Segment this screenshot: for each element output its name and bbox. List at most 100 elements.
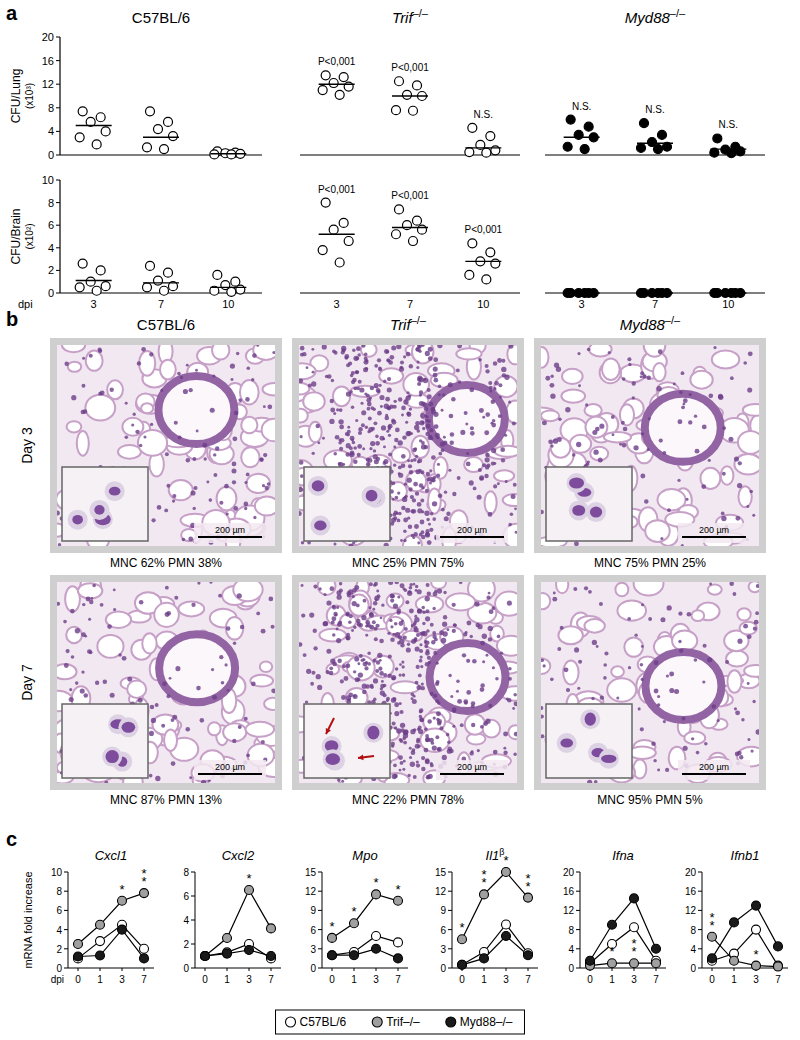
nucleus <box>100 603 104 607</box>
nucleus <box>375 669 379 673</box>
nucleus <box>336 408 339 411</box>
nucleus <box>469 751 473 755</box>
nucleus <box>577 352 580 355</box>
nucleus <box>246 753 250 757</box>
nucleus <box>429 482 432 485</box>
nucleus <box>556 367 561 372</box>
nucleus <box>421 683 424 686</box>
nucleus <box>419 533 423 537</box>
nucleus <box>225 663 228 666</box>
nucleus <box>246 367 250 371</box>
scale-bar-bg <box>194 760 266 780</box>
nucleus <box>174 421 178 425</box>
nucleus <box>457 345 462 348</box>
nucleus <box>75 681 79 685</box>
alveolus <box>262 383 275 395</box>
nucleus <box>354 585 359 590</box>
nucleus <box>317 441 320 444</box>
nucleus <box>81 670 84 673</box>
nucleus <box>486 595 490 599</box>
nucleus <box>414 628 419 633</box>
nucleus <box>431 455 436 460</box>
nucleus <box>368 458 373 463</box>
nucleus <box>191 603 195 607</box>
nucleus <box>391 419 395 423</box>
nucleus <box>466 621 471 626</box>
nucleus <box>407 591 412 596</box>
tissue-image <box>57 345 275 546</box>
nucleus <box>393 774 397 778</box>
nucleus <box>357 444 362 449</box>
nucleus <box>403 518 408 523</box>
nucleus <box>390 637 395 642</box>
nucleus <box>403 733 408 738</box>
data <box>318 198 501 284</box>
nucleus <box>313 629 317 633</box>
nucleus <box>405 600 409 604</box>
nucleus <box>375 598 378 601</box>
nucleus <box>549 383 554 388</box>
nucleus <box>90 597 93 600</box>
nucleus <box>435 735 439 739</box>
y-tick <box>56 293 60 294</box>
nucleus <box>425 738 429 742</box>
point <box>658 130 667 139</box>
alveolus <box>127 680 146 697</box>
nucleus <box>164 508 168 512</box>
cell-nucleus <box>72 515 83 524</box>
nucleus <box>358 427 363 432</box>
tissue-bg <box>541 345 759 546</box>
nucleus <box>507 601 512 606</box>
nucleus <box>470 431 475 436</box>
nucleus <box>350 436 355 441</box>
nucleus <box>82 384 86 388</box>
nucleus <box>387 632 390 635</box>
x-tick-label: 10 <box>722 298 734 310</box>
nucleus <box>466 462 471 467</box>
alveolus <box>361 345 377 357</box>
nucleus <box>374 364 378 368</box>
nucleus <box>433 412 438 417</box>
nucleus <box>237 593 242 598</box>
nucleus <box>89 600 93 604</box>
nucleus <box>138 698 143 703</box>
nucleus <box>397 611 401 615</box>
annotation: P<0,001 <box>318 56 356 67</box>
nucleus <box>262 484 265 487</box>
nucleus <box>268 597 273 602</box>
nucleus <box>353 670 356 673</box>
cell-halo <box>118 717 138 737</box>
nucleus <box>428 347 433 352</box>
dot-chart: Trif–/–P<0,001P<0,001N.S. <box>300 7 520 157</box>
point <box>465 148 474 157</box>
nucleus <box>180 376 183 379</box>
alveolus <box>240 380 259 404</box>
cell-halo <box>102 747 122 767</box>
nucleus <box>370 684 374 688</box>
nucleus <box>407 431 412 436</box>
nucleus <box>215 446 219 450</box>
nucleus <box>230 363 235 368</box>
point <box>465 270 474 279</box>
nucleus <box>628 363 631 366</box>
median-line <box>392 227 428 228</box>
nucleus <box>460 430 465 435</box>
point <box>143 143 152 152</box>
nucleus <box>370 441 375 446</box>
nucleus <box>182 538 186 542</box>
point <box>227 287 236 296</box>
nucleus <box>439 726 443 730</box>
nucleus <box>66 649 70 653</box>
point <box>75 283 84 292</box>
nucleus <box>81 410 85 414</box>
nucleus <box>232 480 236 484</box>
cell-nucleus <box>106 750 119 763</box>
nucleus <box>118 653 122 657</box>
nucleus <box>417 382 421 386</box>
nucleus <box>415 585 418 588</box>
nucleus <box>356 370 360 374</box>
nucleus <box>109 388 113 392</box>
nucleus <box>608 351 611 354</box>
nucleus <box>172 715 177 720</box>
nucleus <box>231 469 236 474</box>
